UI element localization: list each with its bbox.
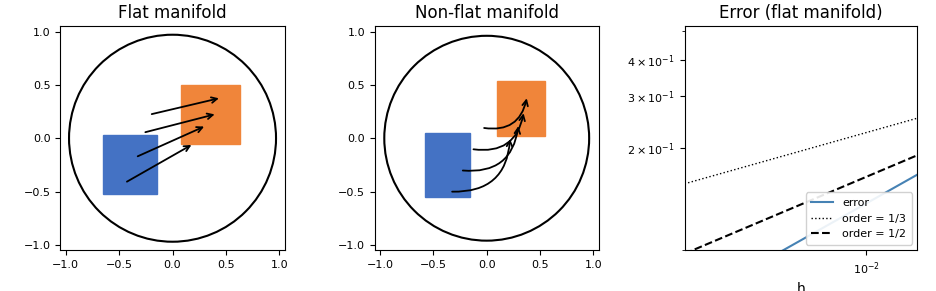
order = 1/2	[900, 159, 912, 162]
Title: Non-flat manifold: Non-flat manifold	[415, 4, 559, 22]
order = 1/3	[693, 178, 704, 182]
Bar	[181, 85, 240, 143]
order = 1/2	[892, 162, 903, 165]
error	[892, 184, 903, 188]
Title: Flat manifold: Flat manifold	[118, 4, 227, 22]
Line: order = 1/2: order = 1/2	[684, 155, 917, 254]
error	[900, 180, 912, 183]
Legend: error, order = 1/3, order = 1/2: error, order = 1/3, order = 1/2	[806, 192, 912, 245]
Title: Error (flat manifold): Error (flat manifold)	[719, 4, 883, 22]
order = 1/3	[679, 182, 690, 186]
X-axis label: h: h	[797, 282, 805, 291]
order = 1/2	[679, 252, 690, 255]
order = 1/2	[723, 234, 734, 237]
error	[723, 280, 734, 283]
order = 1/3	[892, 122, 903, 125]
order = 1/2	[688, 248, 699, 251]
Bar	[103, 135, 156, 194]
order = 1/3	[723, 170, 734, 173]
order = 1/2	[741, 226, 753, 229]
Bar	[497, 81, 546, 136]
order = 1/3	[912, 116, 923, 120]
order = 1/3	[741, 165, 753, 168]
order = 1/2	[912, 154, 923, 157]
Line: error: error	[684, 175, 917, 291]
Line: order = 1/3: order = 1/3	[684, 118, 917, 184]
error	[741, 269, 753, 273]
order = 1/2	[693, 246, 704, 249]
order = 1/3	[900, 120, 912, 123]
order = 1/3	[688, 180, 699, 183]
Bar	[425, 133, 470, 197]
error	[912, 173, 923, 176]
